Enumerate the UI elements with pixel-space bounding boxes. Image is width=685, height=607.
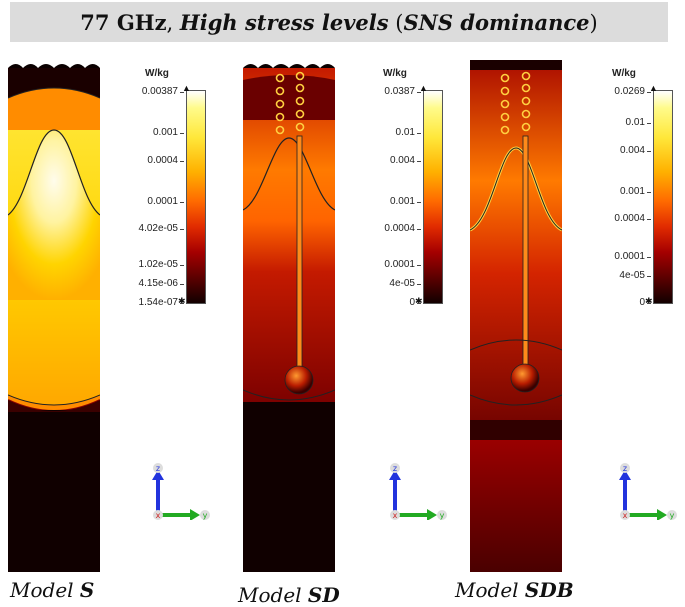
model-sd-field-plot bbox=[243, 60, 335, 572]
colorbar-max-marker-sd: ▲ bbox=[419, 83, 428, 93]
colorbar-tick: 0.004 bbox=[591, 145, 651, 156]
caption-model-s: Model S bbox=[10, 578, 95, 602]
colorbar-tick: 0.0387 bbox=[361, 86, 421, 97]
colorbar-min-marker-sd: ✱ bbox=[415, 296, 423, 306]
colorbar-unit-s: W/kg bbox=[145, 68, 169, 79]
colorbar-tick: 0.00387 bbox=[124, 86, 184, 97]
svg-text:x: x bbox=[623, 511, 628, 520]
colorbar-tick: 0 bbox=[361, 297, 421, 308]
colorbar-tick: 0.01 bbox=[591, 117, 651, 128]
colorbar-tick: 0 bbox=[591, 297, 651, 308]
svg-text:y: y bbox=[203, 511, 208, 520]
colorbar-tick: 0.0001 bbox=[124, 196, 184, 207]
colorbar-min-marker-s: ✱ bbox=[178, 296, 186, 306]
colorbar-tick: 0.0004 bbox=[361, 223, 421, 234]
colorbar-tick: 1.54e-07 bbox=[124, 297, 184, 308]
colorbar-tick: 0.001 bbox=[361, 196, 421, 207]
colorbar-tick: 4.02e-05 bbox=[124, 223, 184, 234]
title-banner: 77 GHz, High stress levels (SNS dominanc… bbox=[10, 2, 668, 42]
colorbar-sd bbox=[423, 90, 443, 304]
axis-triad-s: z x y bbox=[152, 463, 210, 520]
colorbar-min-marker-sdb: ✱ bbox=[645, 296, 653, 306]
colorbar-tick: 0.0004 bbox=[124, 155, 184, 166]
colorbar-tick: 0.0004 bbox=[591, 213, 651, 224]
svg-text:z: z bbox=[156, 464, 160, 473]
colorbar-max-marker-sdb: ▲ bbox=[649, 83, 658, 93]
svg-text:x: x bbox=[156, 511, 161, 520]
svg-text:z: z bbox=[393, 464, 397, 473]
title-text: 77 GHz, High stress levels (SNS dominanc… bbox=[80, 9, 598, 35]
svg-text:z: z bbox=[623, 464, 627, 473]
colorbar-tick: 4e-05 bbox=[361, 278, 421, 289]
caption-model-sdb: Model SDB bbox=[455, 578, 574, 602]
colorbar-tick: 0.0001 bbox=[361, 259, 421, 270]
axis-triad-sdb: z x y bbox=[619, 463, 677, 520]
colorbar-sdb bbox=[653, 90, 673, 304]
colorbar-tick: 4e-05 bbox=[591, 270, 651, 281]
colorbar-unit-sdb: W/kg bbox=[612, 68, 636, 79]
axis-triad-sd: z x y bbox=[389, 463, 447, 520]
colorbar-tick: 4.15e-06 bbox=[124, 278, 184, 289]
colorbar-tick: 0.01 bbox=[361, 127, 421, 138]
colorbar-tick: 1.02e-05 bbox=[124, 259, 184, 270]
colorbar-unit-sd: W/kg bbox=[383, 68, 407, 79]
colorbar-s bbox=[186, 90, 206, 304]
caption-model-sd: Model SD bbox=[238, 583, 340, 607]
colorbar-tick: 0.001 bbox=[124, 127, 184, 138]
model-s-field-plot bbox=[8, 60, 100, 572]
model-sdb-field-plot bbox=[470, 60, 562, 572]
svg-text:y: y bbox=[440, 511, 445, 520]
svg-text:x: x bbox=[393, 511, 398, 520]
colorbar-tick: 0.0269 bbox=[591, 86, 651, 97]
colorbar-max-marker-s: ▲ bbox=[182, 83, 191, 93]
colorbar-tick: 0.001 bbox=[591, 186, 651, 197]
svg-text:y: y bbox=[670, 511, 675, 520]
colorbar-tick: 0.004 bbox=[361, 155, 421, 166]
colorbar-tick: 0.0001 bbox=[591, 251, 651, 262]
